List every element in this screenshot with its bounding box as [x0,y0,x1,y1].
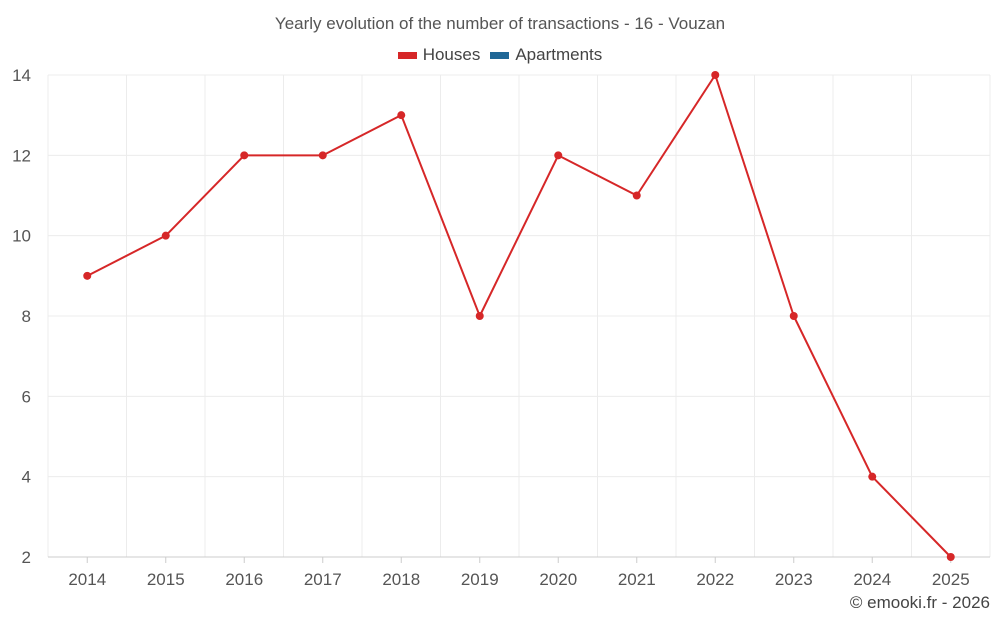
series-layer [83,71,955,561]
legend-swatch-houses [397,51,417,59]
data-point-houses[interactable] [711,71,720,79]
chart-title: Yearly evolution of the number of transa… [274,14,726,33]
legend-item-houses[interactable]: Houses [397,45,481,65]
x-tick-label: 2014 [68,570,106,589]
data-point-houses[interactable] [632,191,641,200]
legend-label-houses: Houses [422,45,481,64]
data-point-houses[interactable] [318,151,327,160]
series-line-houses [86,74,952,558]
data-point-houses[interactable] [83,271,92,280]
x-tick-label: 2021 [618,570,656,589]
y-tick-label: 14 [12,66,31,85]
y-tick-label: 4 [22,468,31,487]
data-point-houses[interactable] [161,231,170,240]
credit-text: © emooki.fr - 2026 [849,593,990,612]
grid-layer [47,74,991,558]
x-tick-label: 2016 [225,570,263,589]
x-tick-label: 2018 [382,570,420,589]
y-tick-label: 6 [22,387,31,406]
x-tick-label: 2017 [304,570,342,589]
legend-item-apartments[interactable]: Apartments [490,45,602,65]
data-point-houses[interactable] [554,151,563,160]
axis-layer: 2 4 6 8 10 12 14 2014 2015 2016 2017 2018 2019 2020 20… [12,66,970,589]
data-point-houses[interactable] [946,553,955,561]
x-tick-label: 2024 [853,570,891,589]
data-point-houses[interactable] [789,312,798,320]
x-tick-label: 2019 [461,570,499,589]
legend-swatch-apartments [490,51,510,59]
x-tick-label: 2022 [696,570,734,589]
chart-legend: Houses Apartments [0,45,1000,65]
y-tick-label: 10 [12,227,31,246]
y-tick-label: 12 [12,146,31,165]
y-tick-label: 2 [22,548,31,567]
y-tick-label: 8 [22,307,31,326]
x-tick-label: 2025 [932,570,970,589]
data-point-houses[interactable] [868,472,877,481]
legend-label-apartments: Apartments [515,45,603,64]
x-tick-label: 2015 [147,570,185,589]
data-point-houses[interactable] [475,312,484,320]
data-point-houses[interactable] [240,151,249,160]
x-tick-label: 2020 [539,570,577,589]
data-point-houses[interactable] [397,111,406,120]
x-tick-label: 2023 [775,570,813,589]
